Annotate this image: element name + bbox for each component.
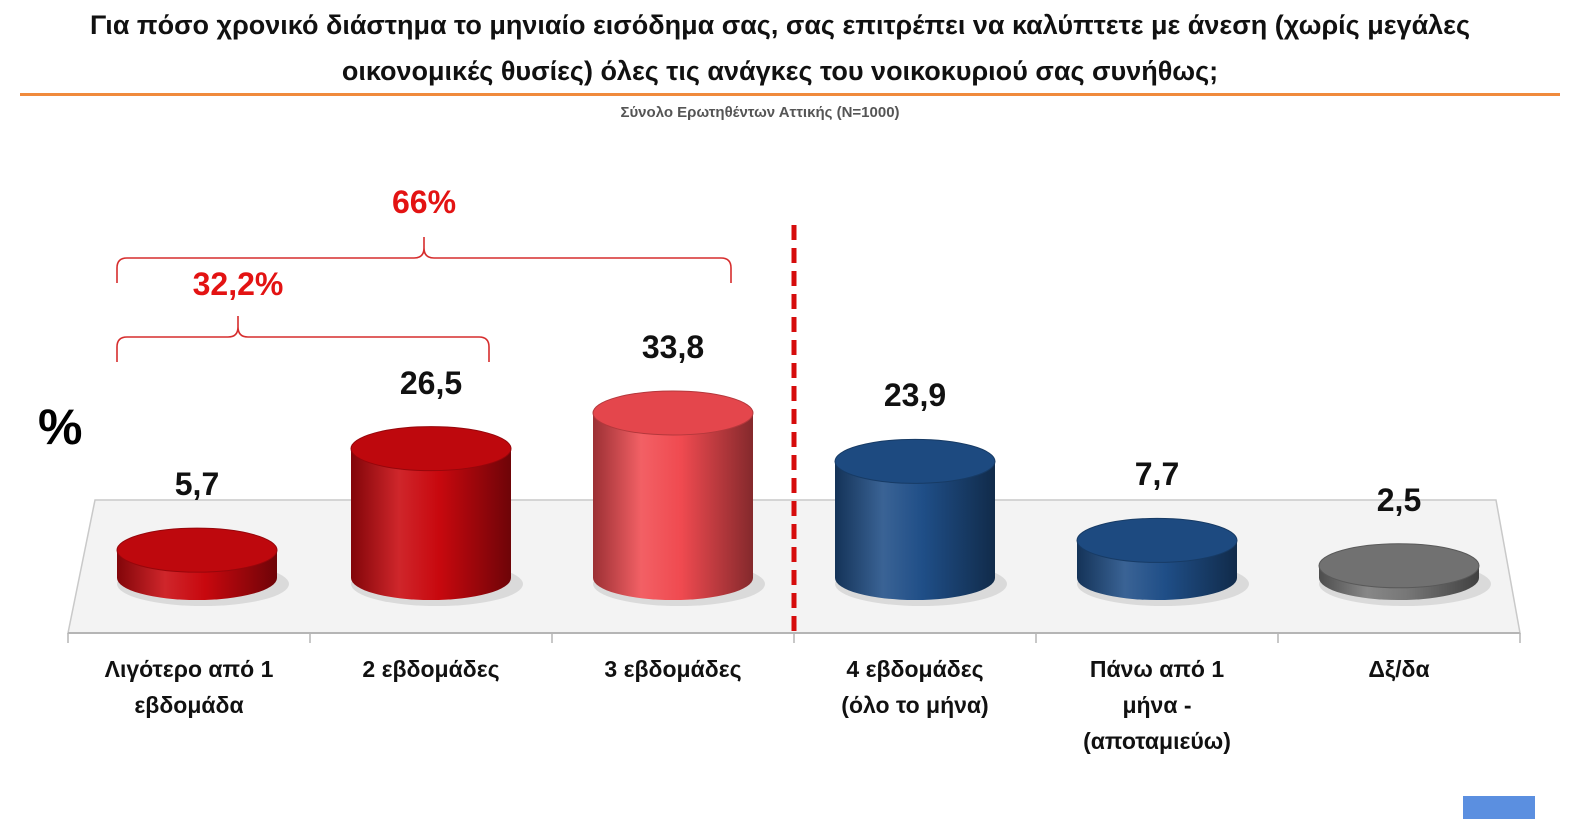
header-rule bbox=[20, 93, 1560, 96]
x-tick-label: 2 εβδομάδες bbox=[362, 656, 500, 682]
x-tick-label: Λιγότερο από 1 εβδομάδα bbox=[104, 656, 274, 718]
bar-top bbox=[1076, 517, 1238, 563]
bar-value-label: 5,7 bbox=[174, 466, 220, 503]
y-unit-label: % bbox=[38, 399, 83, 455]
x-tick-label: 4 εβδομάδες (όλο το μήνα) bbox=[841, 656, 989, 718]
bracket-line bbox=[116, 237, 732, 283]
bracket-label: 32,2% bbox=[192, 266, 284, 302]
chart-floor bbox=[67, 499, 1521, 634]
x-tick-label: Πάνω από 1 μήνα - (αποταμιεύω) bbox=[1083, 656, 1231, 754]
chart-title: Για πόσο χρονικό διάστημα το μηνιαίο εισ… bbox=[89, 10, 1471, 86]
bar-value-label: 23,9 bbox=[883, 377, 947, 414]
bar-top bbox=[834, 438, 996, 484]
bar bbox=[351, 448, 511, 600]
bar-value-label: 33,8 bbox=[641, 329, 705, 365]
bar-top bbox=[592, 390, 754, 436]
chart-subtitle: Σύνολο Ερωτηθέντων Αττικής (N=1000) bbox=[620, 104, 900, 121]
corner-block bbox=[1463, 796, 1535, 819]
bracket-line bbox=[116, 316, 490, 362]
bar bbox=[835, 461, 995, 600]
bracket-label: 66% bbox=[391, 184, 457, 220]
bar-value-label: 7,7 bbox=[1134, 456, 1180, 493]
bar-top bbox=[1318, 543, 1480, 589]
x-tick-label: 3 εβδομάδες bbox=[604, 656, 742, 682]
bar-value-label: 2,5 bbox=[1376, 481, 1422, 518]
bar bbox=[593, 413, 753, 600]
bar-top bbox=[350, 426, 512, 472]
x-tick-label: Δξ/δα bbox=[1368, 656, 1430, 682]
bar-value-label: 26,5 bbox=[399, 364, 463, 401]
bar-top bbox=[116, 527, 278, 573]
